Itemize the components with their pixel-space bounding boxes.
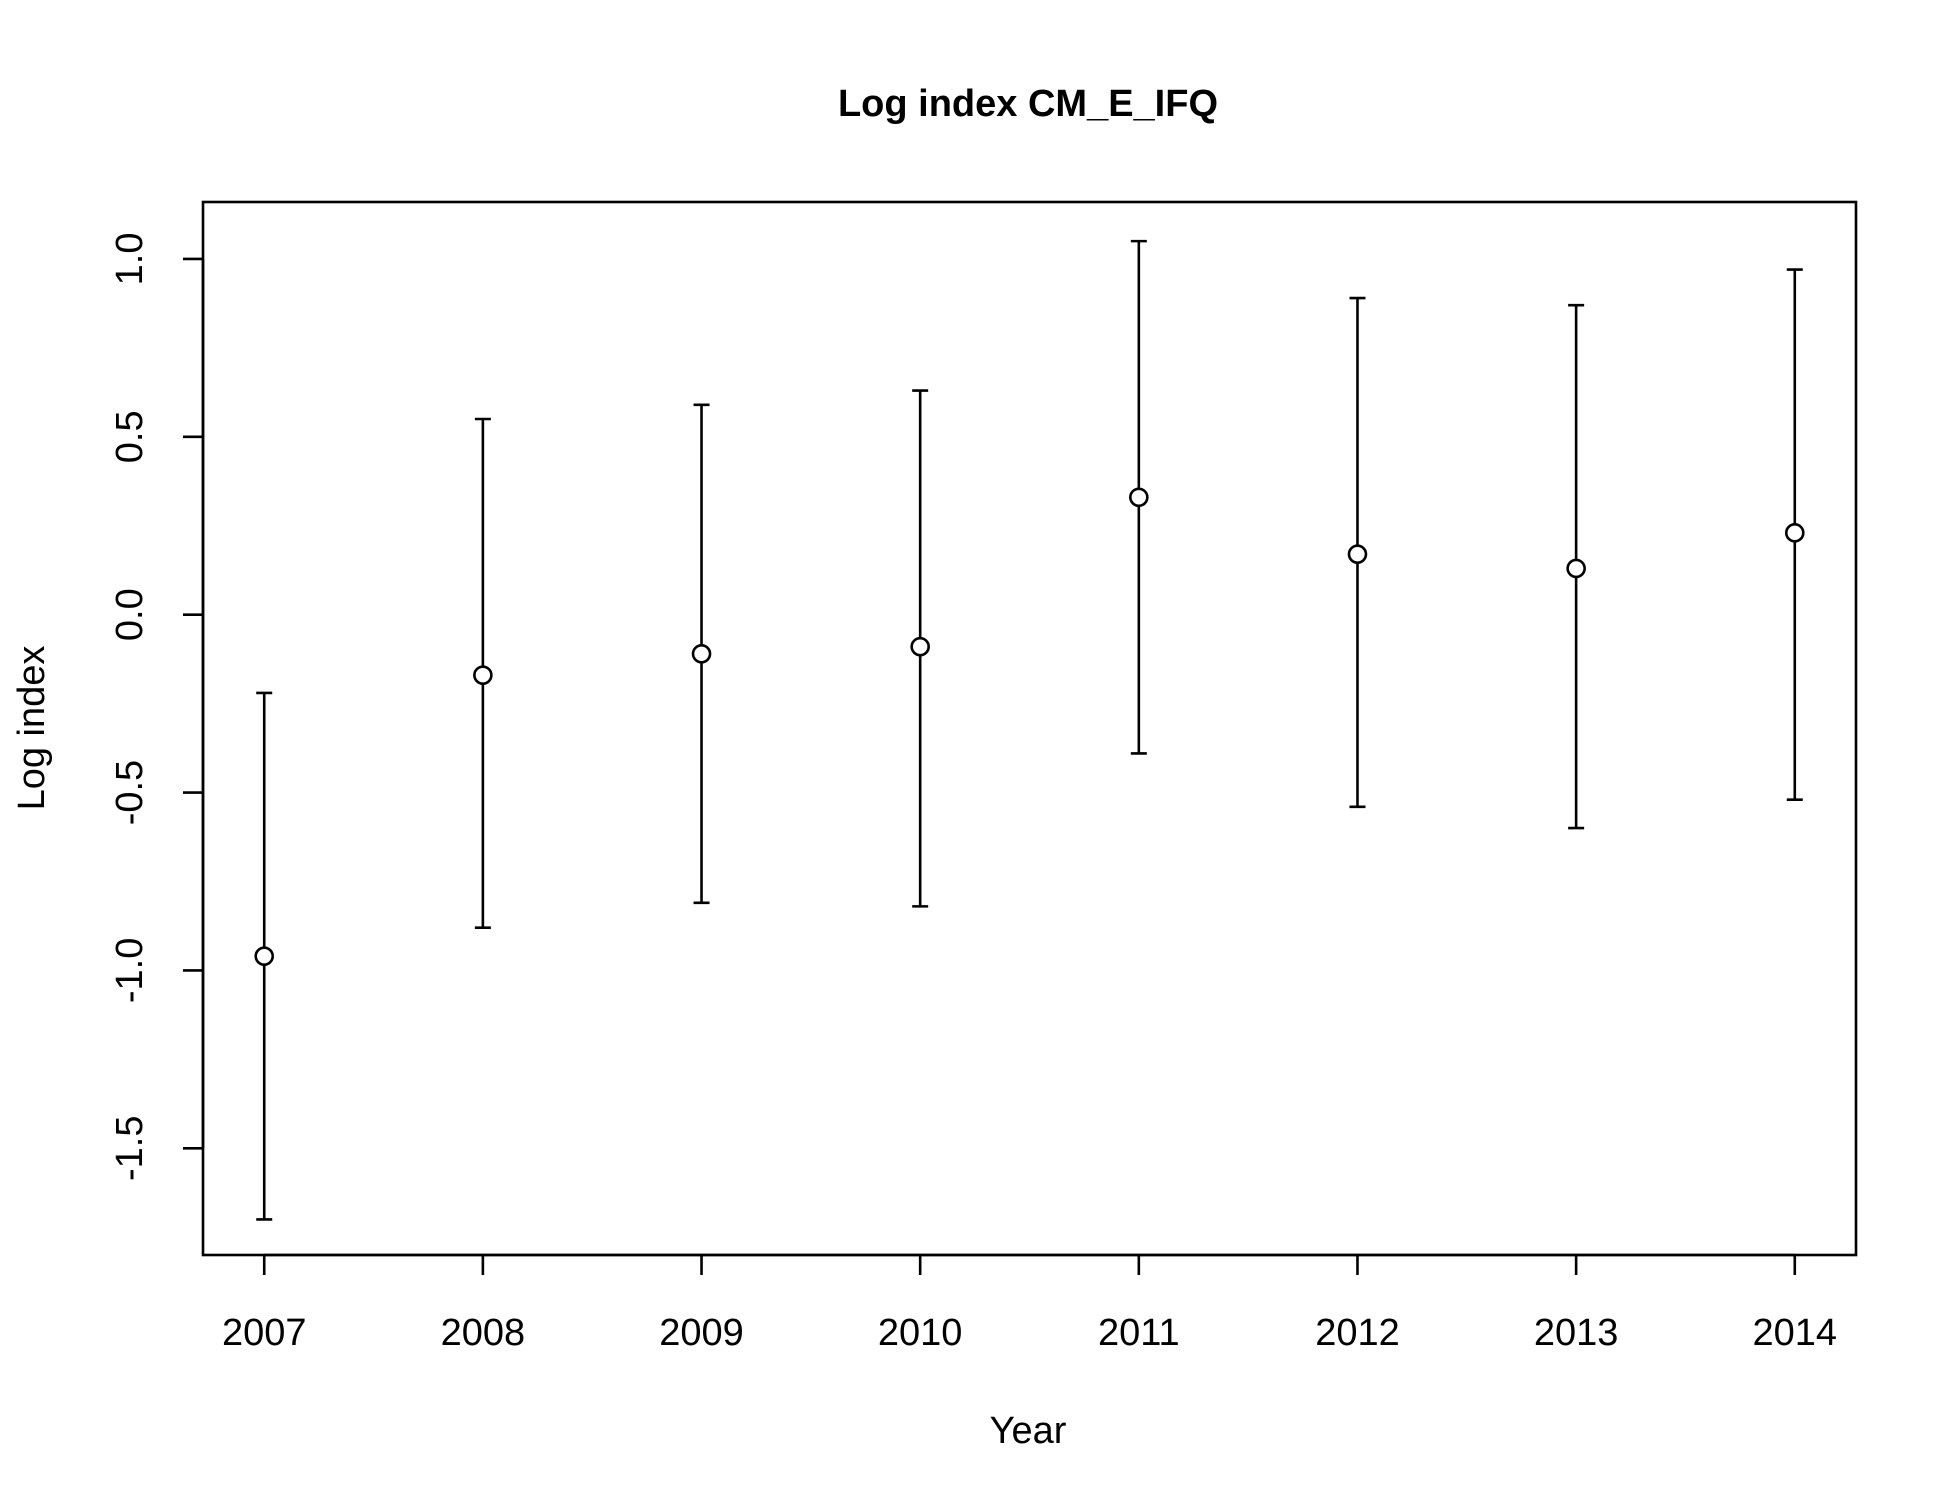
data-point <box>254 946 275 966</box>
x-tick-label: 2008 <box>441 1312 526 1354</box>
x-axis-label: Year <box>990 1410 1067 1452</box>
plot-frame <box>201 200 1858 1257</box>
x-tick-label: 2012 <box>1315 1312 1400 1354</box>
x-tick-label: 2007 <box>222 1312 307 1354</box>
y-tick-label: 0.5 <box>109 410 151 463</box>
data-point <box>691 643 712 664</box>
y-axis: -1.5 -1.0 -0.5 0.0 0.5 1.0 <box>109 233 205 1181</box>
data-point <box>1566 558 1586 579</box>
x-tick-label: 2011 <box>1098 1312 1180 1354</box>
data-point <box>1129 487 1149 508</box>
x-tick-label: 2010 <box>878 1312 963 1354</box>
x-tick-label: 2013 <box>1534 1312 1619 1354</box>
data-point <box>473 665 493 685</box>
x-tick-label: 2014 <box>1753 1312 1838 1354</box>
y-tick-label: -1.0 <box>109 938 151 1003</box>
y-axis-label: Log index <box>11 646 53 811</box>
y-tick-label: 0.0 <box>109 588 151 641</box>
data-point <box>1347 544 1368 564</box>
x-tick-label: 2009 <box>659 1312 744 1354</box>
y-tick-label: -1.5 <box>109 1116 151 1181</box>
y-tick-label: -0.5 <box>109 760 151 825</box>
data-point <box>1784 523 1805 543</box>
x-axis: 2007 2008 2009 2010 2011 2012 2013 2014 <box>222 1253 1838 1354</box>
y-tick-label: 1.0 <box>109 233 151 286</box>
data-marks <box>254 239 1805 1221</box>
chart-title: Log index CM_E_IFQ <box>838 83 1218 125</box>
data-point <box>910 636 930 657</box>
